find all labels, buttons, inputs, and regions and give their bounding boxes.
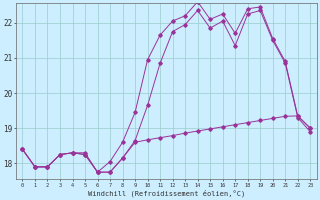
X-axis label: Windchill (Refroidissement éolien,°C): Windchill (Refroidissement éolien,°C) <box>88 189 245 197</box>
